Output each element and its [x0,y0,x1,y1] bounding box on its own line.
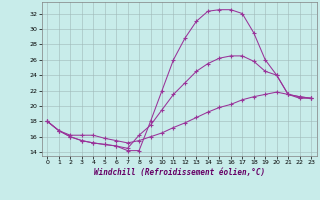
X-axis label: Windchill (Refroidissement éolien,°C): Windchill (Refroidissement éolien,°C) [94,168,265,177]
